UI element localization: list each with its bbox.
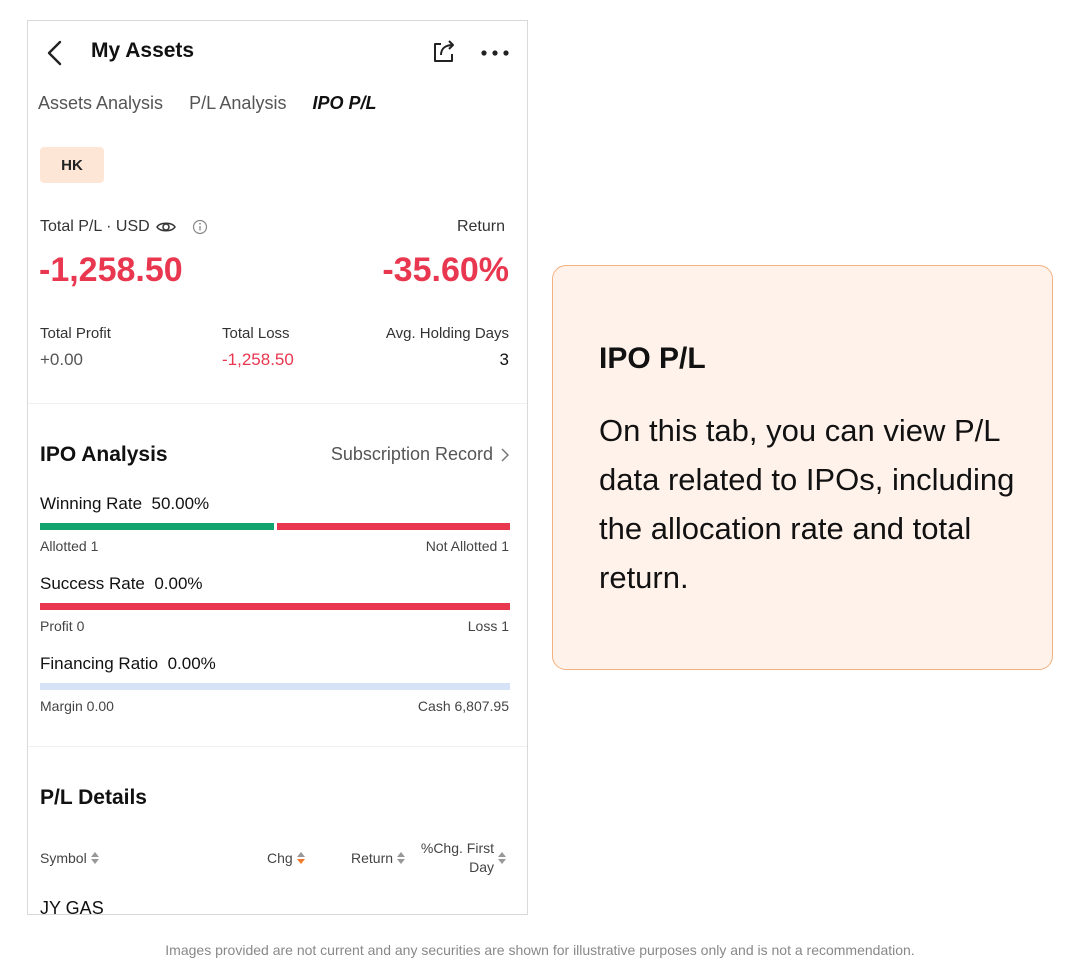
table-row-symbol[interactable]: JY GAS bbox=[40, 898, 104, 915]
avg-holding-days-label: Avg. Holding Days bbox=[385, 325, 509, 342]
winning-rate-value: 50.00% bbox=[151, 494, 210, 513]
cash-segment bbox=[40, 683, 510, 690]
column-return-label: Return bbox=[351, 850, 394, 866]
tab-bar: Assets Analysis P/L Analysis IPO P/L bbox=[38, 93, 376, 127]
allotted-segment bbox=[40, 523, 274, 530]
financing-ratio-value: 0.00% bbox=[167, 654, 216, 673]
success-rate-value: 0.00% bbox=[154, 574, 203, 593]
page-title: My Assets bbox=[91, 39, 195, 62]
pl-details-title: P/L Details bbox=[40, 786, 147, 809]
tooltip-callout: IPO P/L On this tab, you can view P/L da… bbox=[552, 265, 1053, 670]
column-return[interactable]: Return bbox=[351, 850, 406, 866]
financing-ratio-label: Financing Ratio bbox=[40, 654, 159, 673]
winning-rate-label: Winning Rate bbox=[40, 494, 143, 513]
total-pl-label-group: Total P/L · USD bbox=[40, 218, 208, 236]
tab-ipo-pl-label: IPO P/L bbox=[312, 93, 377, 113]
column-chg-first-day-label: %Chg. First Day bbox=[420, 840, 494, 875]
winning-rate-bar bbox=[40, 523, 510, 530]
chevron-right-icon bbox=[501, 447, 509, 462]
allotted-count: Allotted 1 bbox=[40, 538, 99, 554]
financing-ratio-bar bbox=[40, 683, 510, 690]
winning-rate: Winning Rate 50.00% bbox=[40, 494, 209, 514]
loss-segment bbox=[40, 603, 510, 610]
callout-body: On this tab, you can view P/L data relat… bbox=[599, 413, 1015, 595]
column-chg[interactable]: Chg bbox=[267, 850, 305, 866]
tab-pl-analysis[interactable]: P/L Analysis bbox=[189, 93, 287, 113]
not-allotted-count: Not Allotted 1 bbox=[425, 538, 509, 554]
total-loss-label: Total Loss bbox=[222, 325, 290, 342]
phone-screen: My Assets Assets Analysis P/L Analysis I… bbox=[27, 20, 528, 915]
ipo-analysis-title: IPO Analysis bbox=[40, 443, 168, 466]
not-allotted-segment bbox=[277, 523, 510, 530]
sort-icon bbox=[90, 852, 99, 864]
column-symbol-label: Symbol bbox=[40, 850, 87, 866]
success-rate-label: Success Rate bbox=[40, 574, 145, 593]
total-profit-label: Total Profit bbox=[40, 325, 111, 342]
tab-assets-analysis[interactable]: Assets Analysis bbox=[38, 93, 164, 113]
total-profit-value: +0.00 bbox=[40, 350, 84, 369]
more-options-icon[interactable] bbox=[480, 49, 510, 57]
column-chg-label: Chg bbox=[267, 850, 293, 866]
success-rate-bar bbox=[40, 603, 510, 610]
section-divider bbox=[28, 403, 527, 404]
return-value: -35.60% bbox=[382, 251, 509, 289]
section-divider bbox=[28, 746, 527, 747]
success-rate: Success Rate 0.00% bbox=[40, 574, 203, 594]
cash-amount: Cash 6,807.95 bbox=[417, 698, 509, 714]
eye-icon[interactable] bbox=[155, 220, 176, 234]
tab-ipo-pl[interactable]: IPO P/L bbox=[310, 93, 377, 127]
sort-icon bbox=[296, 852, 305, 864]
avg-holding-days-value: 3 bbox=[499, 350, 509, 369]
loss-count: Loss 1 bbox=[467, 618, 509, 634]
subscription-record-link[interactable]: Subscription Record bbox=[331, 444, 509, 465]
column-symbol[interactable]: Symbol bbox=[40, 850, 99, 866]
callout-title: IPO P/L bbox=[599, 342, 706, 375]
sort-icon bbox=[397, 852, 406, 864]
info-icon[interactable] bbox=[192, 219, 208, 235]
top-bar: My Assets bbox=[28, 21, 527, 85]
profit-count: Profit 0 bbox=[40, 618, 85, 634]
total-pl-value: -1,258.50 bbox=[39, 251, 183, 289]
financing-ratio: Financing Ratio 0.00% bbox=[40, 654, 216, 674]
subscription-record-label: Subscription Record bbox=[330, 444, 493, 464]
total-pl-label: Total P/L · USD bbox=[40, 218, 150, 235]
total-loss-value: -1,258.50 bbox=[222, 350, 294, 369]
market-chip-hk[interactable]: HK bbox=[40, 147, 104, 183]
share-icon[interactable] bbox=[429, 36, 459, 66]
sort-icon bbox=[498, 852, 506, 864]
disclaimer-text: Images provided are not current and any … bbox=[165, 942, 915, 958]
column-chg-first-day[interactable]: %Chg. First Day bbox=[416, 839, 512, 877]
return-label: Return bbox=[456, 218, 505, 235]
margin-amount: Margin 0.00 bbox=[40, 698, 114, 714]
back-arrow-icon[interactable] bbox=[40, 37, 68, 69]
